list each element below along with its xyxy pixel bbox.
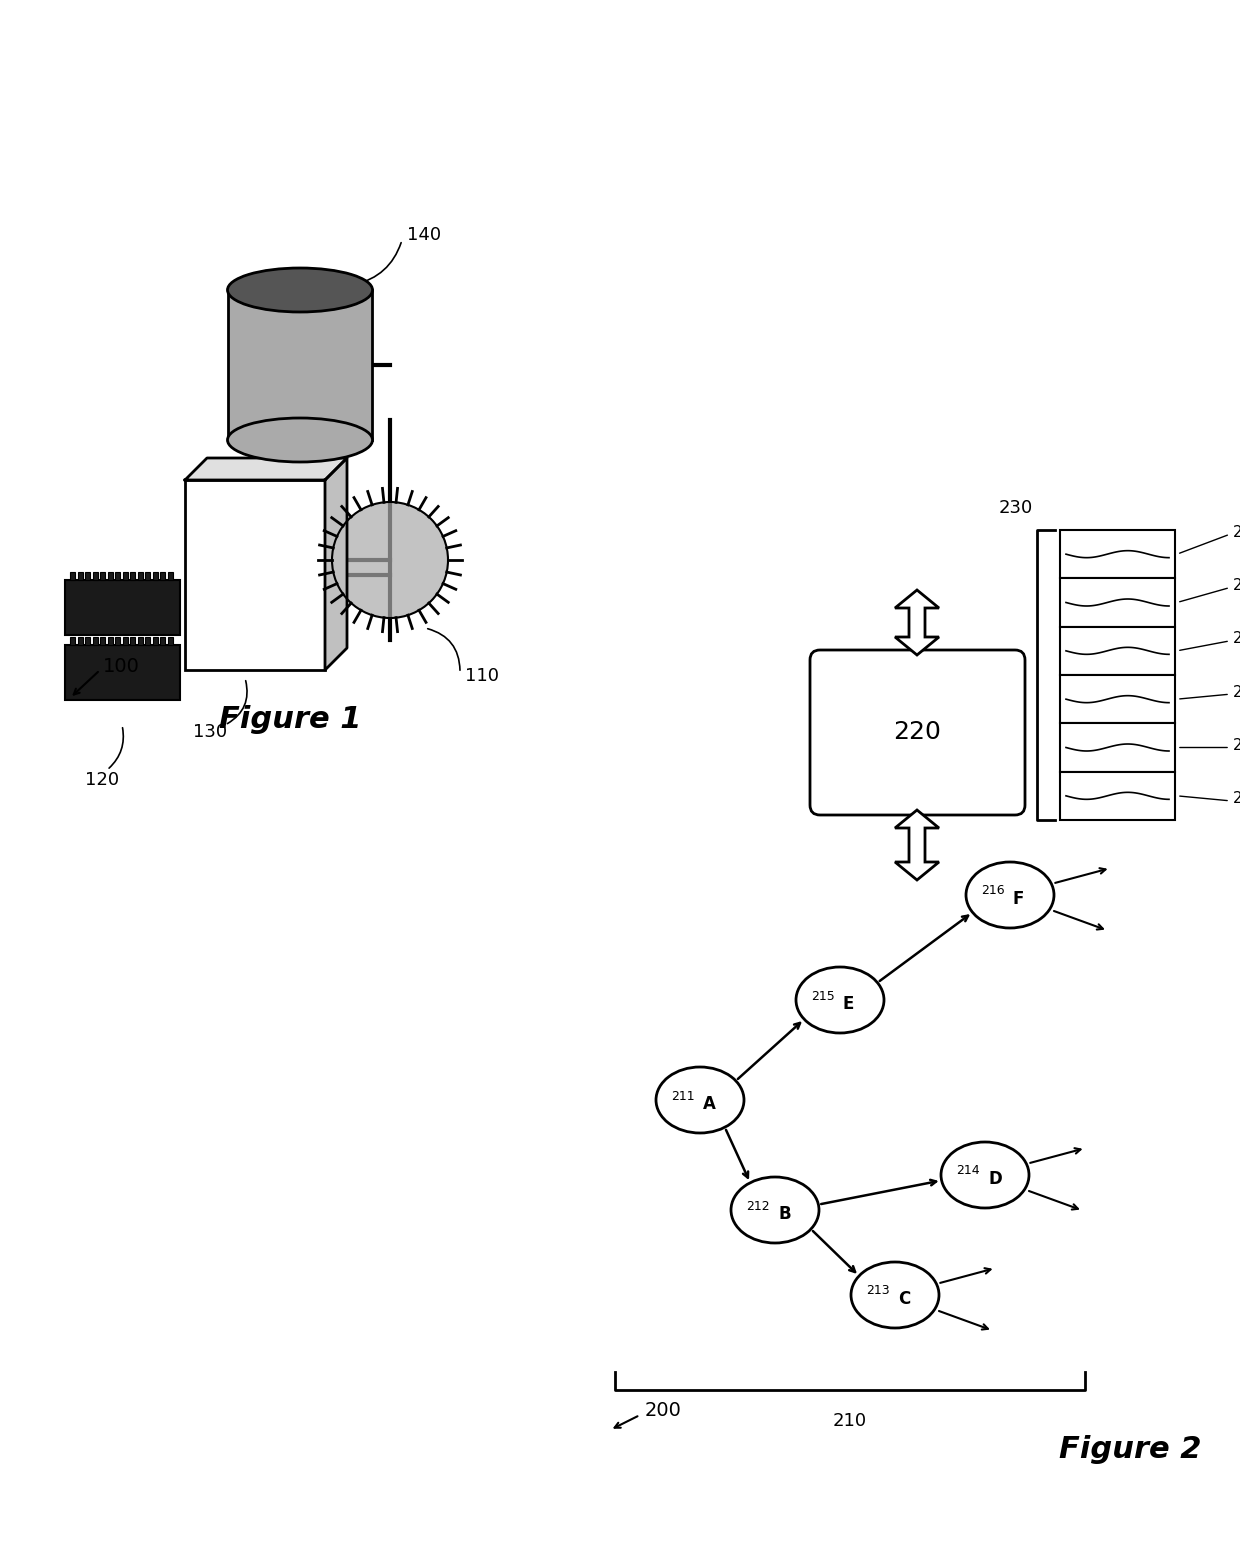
Text: A: A <box>703 1095 715 1113</box>
Circle shape <box>332 502 448 618</box>
Bar <box>1060 530 1176 579</box>
Text: 232: 232 <box>1233 577 1240 593</box>
Polygon shape <box>895 590 939 655</box>
Ellipse shape <box>227 269 372 312</box>
Text: 231: 231 <box>1233 525 1240 540</box>
Text: B: B <box>777 1204 791 1223</box>
Bar <box>108 571 113 581</box>
Text: 110: 110 <box>465 667 498 686</box>
Bar <box>64 581 180 635</box>
Text: 212: 212 <box>746 1200 770 1212</box>
Text: 211: 211 <box>671 1090 694 1102</box>
Polygon shape <box>895 811 939 880</box>
Text: 120: 120 <box>84 770 119 789</box>
Text: 230: 230 <box>998 499 1033 517</box>
Text: Figure 1: Figure 1 <box>218 706 361 735</box>
Text: Figure 2: Figure 2 <box>1059 1436 1202 1465</box>
Bar <box>86 571 91 581</box>
Bar <box>77 571 83 581</box>
Polygon shape <box>325 459 347 670</box>
Text: 213: 213 <box>867 1285 890 1297</box>
Text: 236: 236 <box>1233 792 1240 806</box>
Text: C: C <box>898 1289 910 1308</box>
Bar <box>77 638 83 645</box>
Bar <box>64 645 180 699</box>
Bar <box>69 638 76 645</box>
Bar <box>93 571 98 581</box>
Polygon shape <box>185 459 347 480</box>
Bar <box>93 638 98 645</box>
Text: 130: 130 <box>193 723 227 741</box>
Ellipse shape <box>227 418 372 462</box>
Text: 214: 214 <box>956 1164 980 1178</box>
Bar <box>86 638 91 645</box>
Text: 100: 100 <box>103 656 140 676</box>
Bar <box>123 571 128 581</box>
Bar <box>167 638 172 645</box>
Text: 234: 234 <box>1233 684 1240 699</box>
Bar <box>160 571 165 581</box>
Bar <box>130 638 135 645</box>
Text: E: E <box>843 994 854 1013</box>
Bar <box>153 571 157 581</box>
Bar <box>1060 627 1176 675</box>
Text: 215: 215 <box>811 990 835 1002</box>
Bar <box>100 638 105 645</box>
Text: 233: 233 <box>1233 631 1240 647</box>
Text: 140: 140 <box>407 225 441 244</box>
Bar <box>167 571 172 581</box>
Bar <box>185 480 325 670</box>
Bar <box>160 638 165 645</box>
Bar <box>69 571 76 581</box>
Bar <box>115 571 120 581</box>
Text: F: F <box>1013 889 1024 908</box>
Bar <box>108 638 113 645</box>
Bar <box>138 638 143 645</box>
Text: 235: 235 <box>1233 738 1240 753</box>
Bar <box>115 638 120 645</box>
Text: 200: 200 <box>645 1400 682 1419</box>
Bar <box>153 638 157 645</box>
Bar <box>228 290 373 440</box>
Bar <box>1060 675 1176 723</box>
Bar <box>145 638 150 645</box>
Bar <box>138 571 143 581</box>
Text: D: D <box>988 1170 1002 1187</box>
Bar <box>1060 772 1176 820</box>
Bar <box>1060 723 1176 772</box>
Bar <box>130 571 135 581</box>
Bar <box>123 638 128 645</box>
Bar <box>100 571 105 581</box>
Text: 220: 220 <box>893 720 941 744</box>
FancyBboxPatch shape <box>810 650 1025 815</box>
Text: 216: 216 <box>981 885 1004 897</box>
Text: 210: 210 <box>833 1413 867 1430</box>
Bar <box>1060 579 1176 627</box>
Bar <box>145 571 150 581</box>
